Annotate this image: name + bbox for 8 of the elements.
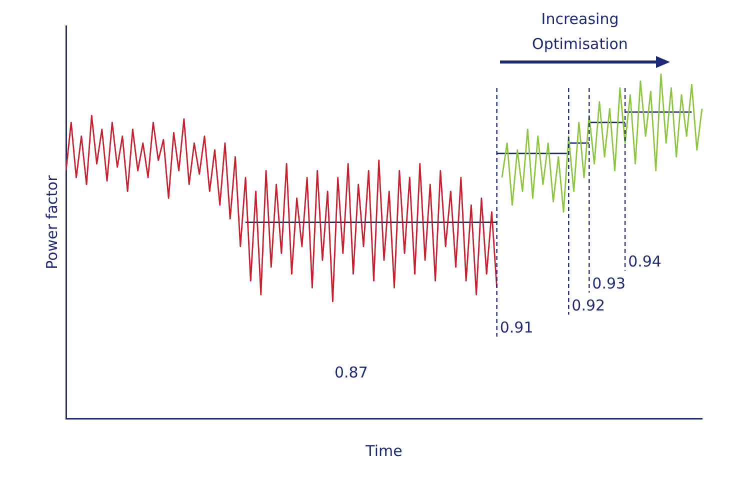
text: Increasing Optimisation (532, 10, 628, 53)
annotation: 0.92 (572, 296, 606, 314)
annotation: 0.93 (592, 274, 626, 292)
annotation: 0.91 (500, 318, 534, 336)
y-axis-title: Power factor (42, 174, 61, 270)
x-axis-title: Time (364, 442, 402, 460)
annotation: 0.94 (628, 252, 662, 270)
annotation: 0.87 (334, 363, 368, 382)
